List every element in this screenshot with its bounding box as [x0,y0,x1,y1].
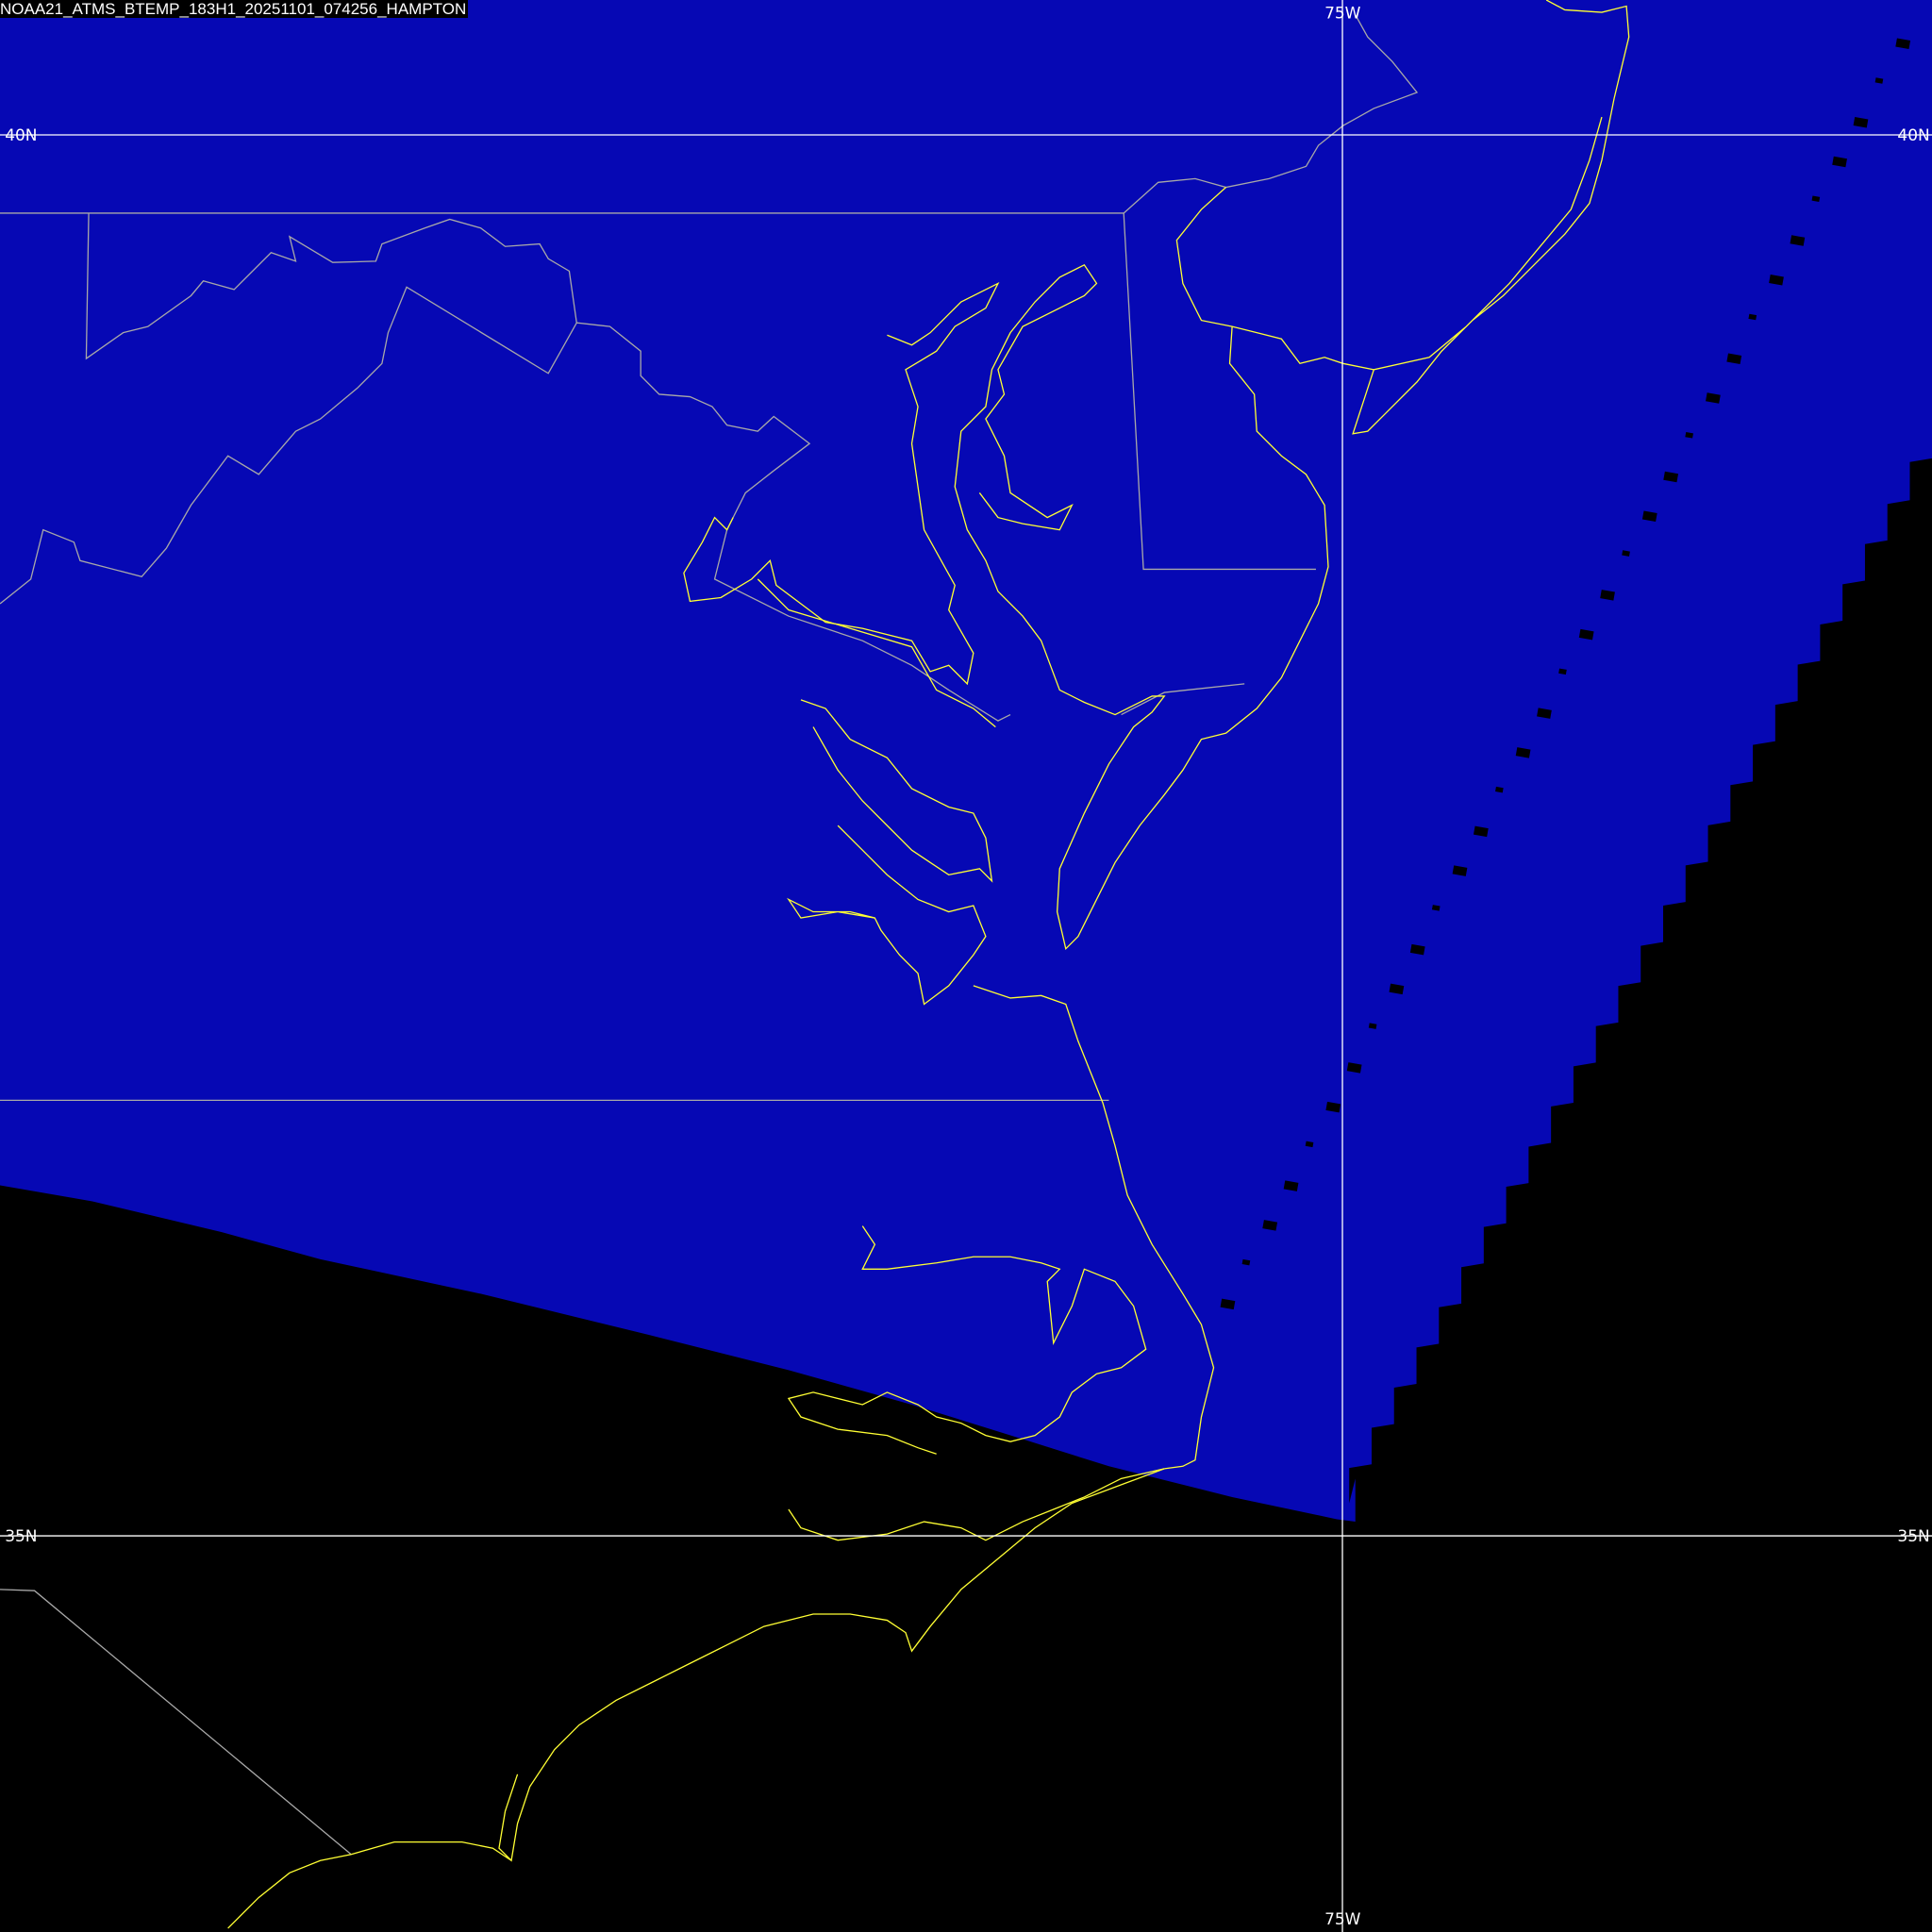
scan-gap-mark [1853,117,1869,128]
lon-label-75w-bottom: 75W [1324,1910,1361,1929]
scan-gap-mark [1283,1180,1299,1191]
scan-gap-mark [1600,590,1615,601]
potomac-river [757,578,996,728]
scan-gap-mark [1748,313,1757,321]
pamlico-sound [788,1468,1165,1541]
scan-gap-mark [1368,1023,1377,1029]
scan-gap-mark [1409,943,1425,956]
scan-gap-mark [1663,471,1679,483]
scan-gap-mark [1325,1101,1341,1113]
image-title: NOAA21_ATMS_BTEMP_183H1_20251101_074256_… [0,0,469,18]
nj-pa-border [1123,14,1419,214]
md-wv-border [85,212,811,472]
scan-gap-mark [1495,786,1504,793]
scan-gap-mark [1431,905,1441,911]
swath-coverage [0,0,1932,1523]
scan-gap-mark [1537,708,1552,719]
scan-gap-mark [1685,432,1693,439]
lat-label-35n-left: 35N [5,1527,37,1546]
scan-gap-mark [1558,668,1567,675]
scan-gap-mark [1305,1141,1314,1148]
state-borders [0,14,1419,1856]
scan-gap-mark [1641,510,1657,523]
scan-gap-mark [1452,865,1468,876]
scan-gap-mark [1473,825,1489,838]
lat-label-40n-left: 40N [5,126,37,145]
scan-gap-mark [1346,1062,1362,1074]
scan-gap-mark [1622,550,1630,557]
albemarle-sound [787,1225,1147,1455]
de-md-border [1121,683,1245,716]
nc-sc-border [0,1589,352,1856]
scan-gap-mark [1895,38,1911,49]
coastlines [227,0,1630,1929]
scan-gap-mark [1874,77,1884,84]
scan-gap-mark [1262,1220,1278,1231]
lon-label-75w-top: 75W [1324,5,1361,24]
potomac-border [713,470,1011,722]
outer-banks-south [498,1468,1165,1862]
scan-gap-mark [1389,983,1405,995]
pa-md-border [0,212,1316,571]
satellite-swath [0,0,1932,1523]
scan-gap-mark [1241,1258,1251,1266]
sc-coast [227,1840,512,1929]
va-beach-coast [973,985,1215,1470]
rappahannock-river [800,699,993,883]
scan-gap-mark [1790,235,1806,246]
lat-label-40n-right: 40N [1897,126,1929,145]
delaware-bay-coast [1175,187,1374,371]
scan-gap-mark [1515,747,1531,758]
scan-gap-mark [1220,1298,1236,1310]
va-wv-border [0,286,577,605]
scan-gap-mark [1578,628,1594,641]
scan-gaps [1220,38,1911,1310]
delmarva-coast [954,263,1329,951]
scan-gap-mark [1769,275,1784,286]
scan-gap-mark [1726,353,1742,365]
chesapeake-west-shore [683,281,1000,686]
nj-coast [1352,0,1630,435]
york-james-river [787,824,987,1006]
lat-label-35n-right: 35N [1897,1527,1929,1546]
scan-gap-mark [1706,392,1721,404]
scan-gap-mark [1832,156,1847,168]
scan-gap-mark [1811,195,1821,203]
